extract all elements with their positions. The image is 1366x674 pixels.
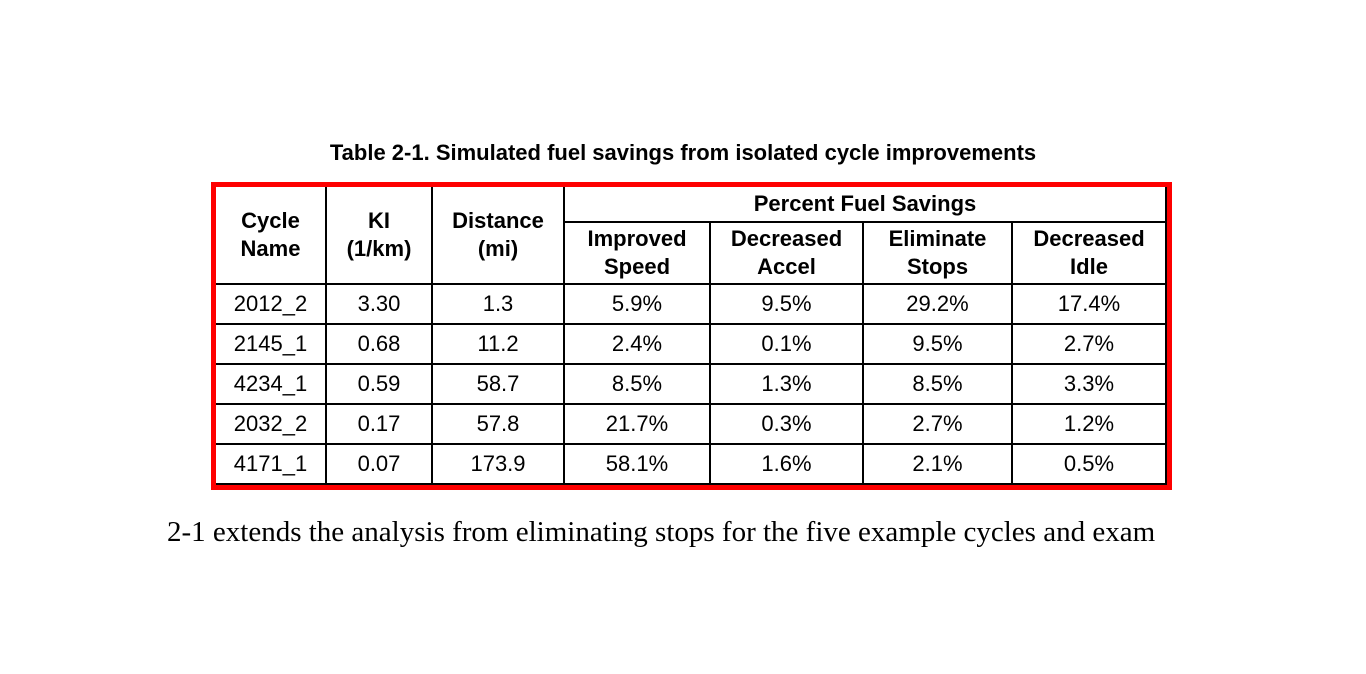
table-cell: 8.5% (563, 363, 711, 405)
header-line: Idle (1070, 254, 1108, 279)
header-ki: KI (1/km) (325, 187, 433, 285)
table-cell: 58.1% (563, 443, 711, 485)
table-cell: 0.3% (709, 403, 864, 445)
table-cell: 0.17 (325, 403, 433, 445)
table-cell: 21.7% (563, 403, 711, 445)
table-cell: 0.5% (1011, 443, 1167, 485)
table-cell: 2.7% (1011, 323, 1167, 365)
table-cell: 0.1% (709, 323, 864, 365)
table-cell: 2012_2 (216, 283, 327, 325)
table-cell: 2.1% (862, 443, 1013, 485)
table-cell: 0.68 (325, 323, 433, 365)
header-decreased-idle: Decreased Idle (1011, 221, 1167, 285)
table-row: 2032_2 0.17 57.8 21.7% 0.3% 2.7% 1.2% (216, 403, 1167, 445)
table-cell: 8.5% (862, 363, 1013, 405)
header-distance: Distance (mi) (431, 187, 565, 285)
header-line: Distance (452, 208, 544, 233)
table-cell: 4234_1 (216, 363, 327, 405)
header-group-percent-fuel-savings: Percent Fuel Savings (563, 187, 1167, 223)
table-cell: 1.3 (431, 283, 565, 325)
table-cell: 2032_2 (216, 403, 327, 445)
table-row: 4171_1 0.07 173.9 58.1% 1.6% 2.1% 0.5% (216, 443, 1167, 485)
table-cell: 58.7 (431, 363, 565, 405)
header-eliminate-stops: Eliminate Stops (862, 221, 1013, 285)
header-cycle-name: Cycle Name (216, 187, 327, 285)
header-line: (mi) (477, 236, 519, 261)
table-caption: Table 2-1. Simulated fuel savings from i… (329, 140, 1037, 165)
header-line: Name (240, 236, 301, 261)
header-line: KI (368, 208, 390, 233)
header-line: Decreased (1033, 226, 1145, 251)
header-line: Cycle (241, 208, 300, 233)
header-line: Eliminate (888, 226, 987, 251)
table-cell: 11.2 (431, 323, 565, 365)
table-cell: 0.07 (325, 443, 433, 485)
table-cell: 2145_1 (216, 323, 327, 365)
header-row-top: Cycle Name KI (1/km) Distance (mi) Perce… (216, 187, 1167, 285)
table-cell: 1.2% (1011, 403, 1167, 445)
header-line: Accel (757, 254, 816, 279)
header-line: Improved (587, 226, 687, 251)
table-cell: 57.8 (431, 403, 565, 445)
table-cell: 9.5% (862, 323, 1013, 365)
table-cell: 4171_1 (216, 443, 327, 485)
fuel-savings-table-frame: Cycle Name KI (1/km) Distance (mi) Perce… (211, 182, 1172, 490)
table-cell: 29.2% (862, 283, 1013, 325)
table-cell: 1.6% (709, 443, 864, 485)
fuel-savings-table: Cycle Name KI (1/km) Distance (mi) Perce… (216, 187, 1167, 485)
table-cell: 2.4% (563, 323, 711, 365)
table-cell: 9.5% (709, 283, 864, 325)
table-cell: 0.59 (325, 363, 433, 405)
header-line: (1/km) (346, 236, 412, 261)
table-cell: 2.7% (862, 403, 1013, 445)
table-row: 2012_2 3.30 1.3 5.9% 9.5% 29.2% 17.4% (216, 283, 1167, 325)
header-improved-speed: Improved Speed (563, 221, 711, 285)
header-line: Decreased (730, 226, 843, 251)
table-row: 2145_1 0.68 11.2 2.4% 0.1% 9.5% 2.7% (216, 323, 1167, 365)
table-cell: 17.4% (1011, 283, 1167, 325)
table-cell: 3.3% (1011, 363, 1167, 405)
table-row: 4234_1 0.59 58.7 8.5% 1.3% 8.5% 3.3% (216, 363, 1167, 405)
table-cell: 173.9 (431, 443, 565, 485)
header-decreased-accel: Decreased Accel (709, 221, 864, 285)
table-cell: 1.3% (709, 363, 864, 405)
body-text: 2-1 extends the analysis from eliminatin… (167, 516, 1156, 548)
header-row-sub: Improved Speed Decreased Accel Eliminate… (216, 221, 1167, 285)
table-cell: 5.9% (563, 283, 711, 325)
header-line: Stops (906, 254, 969, 279)
table-cell: 3.30 (325, 283, 433, 325)
header-line: Speed (603, 254, 671, 279)
